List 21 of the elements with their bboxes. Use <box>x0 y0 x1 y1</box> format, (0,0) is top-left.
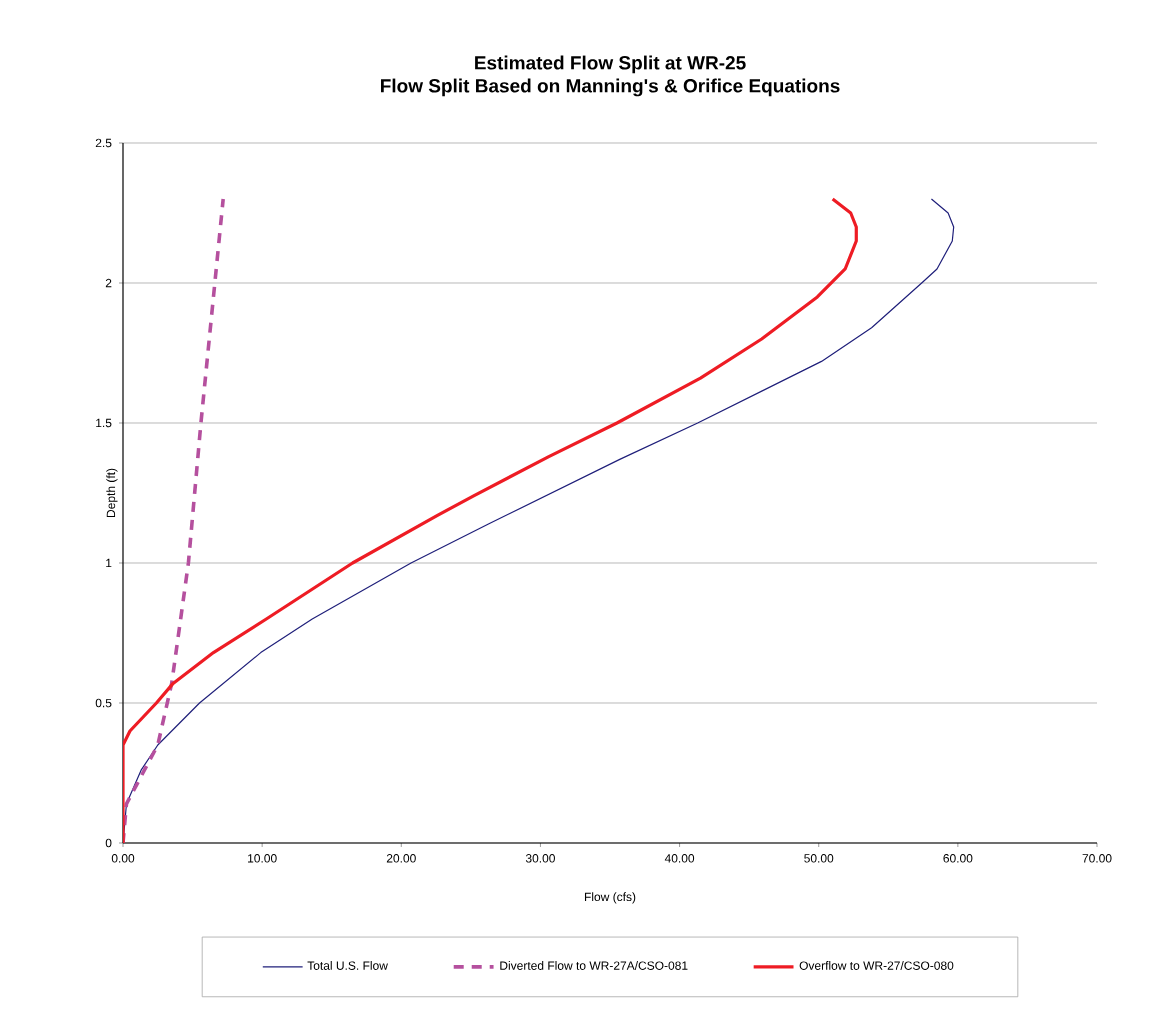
x-tick-label: 30.00 <box>525 854 555 863</box>
y-tick-label: 1.5 <box>96 418 112 428</box>
y-tick-label: 1 <box>106 558 112 568</box>
legend-label: Total U.S. Flow <box>307 961 388 970</box>
x-axis-title: Flow (cfs) <box>584 892 636 904</box>
y-tick-label: 0.5 <box>95 698 112 708</box>
legend-label: Diverted Flow to WR-27A/CSO-081 <box>500 961 688 970</box>
legend-label: Overflow to WR-27/CSO-080 <box>799 961 954 970</box>
x-tick-label: 50.00 <box>804 854 834 863</box>
x-tick-label: 20.00 <box>386 854 416 863</box>
y-tick-label: 2 <box>105 278 112 288</box>
x-tick-label: 60.00 <box>943 854 973 863</box>
y-tick-label: 2.5 <box>95 138 112 148</box>
y-tick-label: 0 <box>105 838 112 848</box>
x-tick-label: 10.00 <box>248 854 277 863</box>
chart-subtitle: Flow Split Based on Manning's & Orifice Equations <box>381 78 840 97</box>
y-axis-title: Depth (ft) <box>106 468 118 518</box>
chart-title: Estimated Flow Split at WR-25 <box>475 55 746 74</box>
x-tick-label: 40.00 <box>664 854 695 863</box>
x-tick-label: 0.00 <box>111 854 135 863</box>
x-tick-label: 70.00 <box>1082 854 1112 863</box>
